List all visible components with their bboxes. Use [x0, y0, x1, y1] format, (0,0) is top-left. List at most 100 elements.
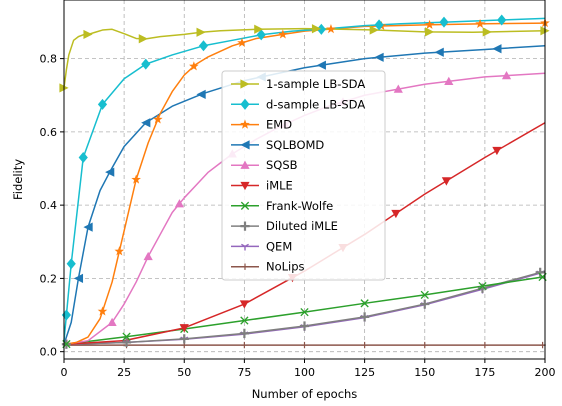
legend-marker [241, 263, 249, 270]
data-point [441, 177, 451, 186]
legend-label: SQSB [266, 158, 298, 172]
data-point [420, 290, 429, 300]
data-point [481, 341, 489, 349]
data-point [444, 76, 454, 86]
data-point [237, 37, 247, 47]
legend-marker [240, 79, 250, 89]
data-point [105, 167, 115, 177]
data-point [492, 44, 502, 54]
data-point [360, 299, 369, 308]
legend-label: EMD [266, 118, 292, 132]
data-point [482, 27, 492, 37]
data-point [196, 89, 206, 99]
data-point [66, 258, 76, 270]
y-tick-label: 0.0 [40, 346, 58, 359]
legend-label: 1-sample LB-SDA [266, 77, 365, 91]
data-point [241, 341, 248, 349]
data-point [434, 47, 444, 57]
data-point [360, 312, 370, 322]
data-point [374, 52, 384, 62]
y-axis-label: Fidelity [11, 159, 25, 200]
legend-marker [240, 160, 250, 169]
x-tick-label: 100 [294, 366, 315, 379]
legend-marker [240, 119, 250, 129]
legend: 1-sample LB-SDA d-sample LB-SDA EMD SQLBOMD… [221, 70, 386, 281]
data-point [497, 14, 507, 26]
data-point [138, 34, 148, 44]
data-point [424, 19, 435, 29]
data-point [391, 209, 401, 219]
data-point [316, 60, 326, 70]
data-point [83, 222, 93, 232]
data-point [114, 246, 125, 256]
x-tick-label: 150 [414, 366, 435, 379]
legend-label: Diluted iMLE [266, 219, 338, 233]
y-tick-label: 0.8 [40, 53, 58, 66]
y-tick-label: 0.2 [40, 272, 58, 285]
data-point [311, 24, 322, 34]
data-point [97, 98, 108, 110]
legend-label: Frank-Wolfe [266, 199, 333, 213]
y-tick-label: 0.4 [40, 199, 58, 212]
data-point [535, 267, 545, 277]
legend-label: d-sample LB-SDA [266, 97, 365, 111]
data-point [239, 300, 249, 309]
data-point [278, 29, 288, 39]
y-tick-label: 0.6 [40, 126, 58, 139]
x-axis-label: Number of epochs [252, 387, 358, 401]
data-point [240, 316, 249, 325]
legend-label: SQLBOMD [266, 138, 324, 152]
data-point [501, 71, 512, 80]
axis-ticks: 0 25 50 75 100 125 150 175 200 0.0 0.2 0.4 0.6 0.8 [40, 53, 556, 379]
data-point [420, 299, 430, 309]
data-point [300, 307, 309, 317]
data-point [141, 118, 151, 128]
data-point [369, 25, 379, 35]
x-tick-label: 25 [117, 366, 131, 379]
legend-marker [240, 221, 250, 231]
data-point [254, 24, 264, 34]
data-point [143, 251, 153, 261]
data-point [439, 16, 449, 28]
data-point [424, 27, 435, 37]
data-point [326, 24, 336, 34]
legend-marker [240, 140, 250, 150]
data-point [61, 309, 72, 321]
legend-marker [241, 243, 249, 251]
data-point [198, 40, 209, 52]
data-point [478, 281, 487, 291]
legend-marker [240, 98, 250, 110]
data-point [97, 306, 108, 316]
data-point [374, 19, 384, 31]
data-point [152, 114, 163, 124]
x-tick-label: 50 [177, 366, 191, 379]
x-tick-label: 75 [237, 366, 251, 379]
data-point [107, 317, 117, 327]
data-point [421, 341, 428, 349]
data-point [256, 29, 266, 41]
legend-label: iMLE [266, 179, 293, 193]
legend-box [221, 70, 386, 281]
data-point [196, 27, 206, 37]
series-line [63, 17, 546, 341]
data-point [361, 341, 368, 349]
legend-label: QEM [266, 239, 292, 253]
data-point [492, 146, 502, 156]
data-point [131, 174, 141, 184]
x-tick-label: 200 [535, 366, 556, 379]
data-point [78, 152, 88, 164]
data-point [174, 199, 185, 208]
data-point [316, 23, 326, 35]
series-line [63, 45, 546, 345]
x-tick-label: 175 [474, 366, 495, 379]
data-point [73, 273, 84, 284]
data-point [393, 84, 403, 93]
data-point [83, 29, 93, 40]
data-point [179, 324, 189, 333]
data-point [122, 332, 131, 341]
data-point [299, 321, 310, 331]
x-tick-label: 125 [354, 366, 375, 379]
x-tick-label: 0 [61, 366, 68, 379]
data-point [121, 337, 132, 347]
